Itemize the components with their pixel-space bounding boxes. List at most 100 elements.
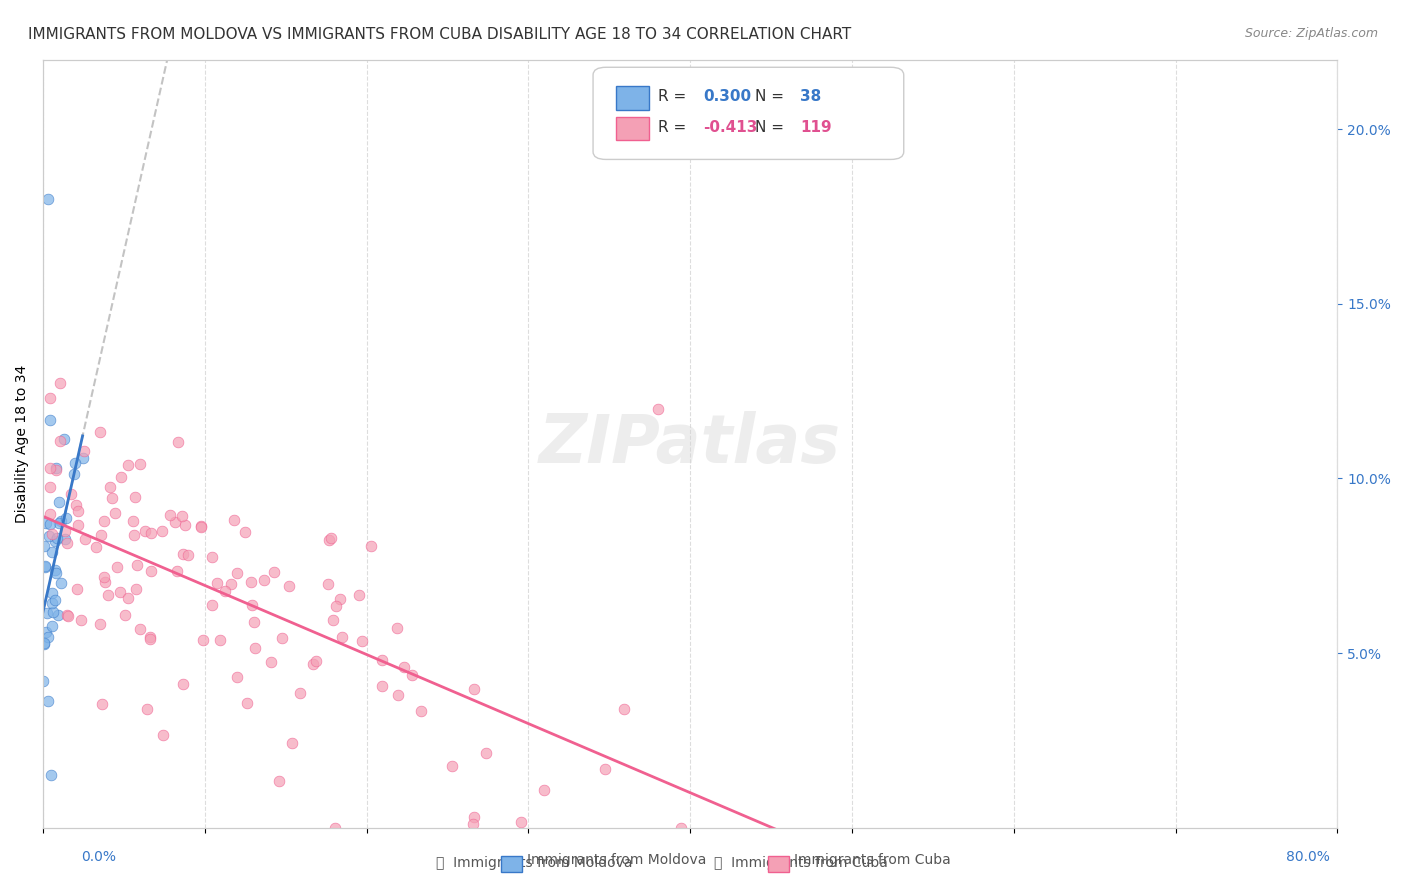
Point (63, 467, 86, 481)
Point (166, 564, 188, 578)
Text: ⬜  Immigrants from Cuba: ⬜ Immigrants from Cuba (714, 856, 889, 870)
Point (37, 694, 59, 708)
Point (104, 506, 127, 520)
Point (84, 540, 107, 554)
Point (387, 621, 409, 635)
Text: 0.0%: 0.0% (82, 850, 115, 863)
Point (34, 636, 56, 650)
Point (90, 528, 112, 542)
Point (122, 514, 145, 528)
Point (56, 607, 79, 622)
Point (260, 655, 283, 669)
Point (91, 697, 114, 711)
Text: Immigrants from Moldova: Immigrants from Moldova (527, 854, 707, 867)
Point (124, 582, 146, 596)
Point (89, 425, 111, 439)
Text: -0.413: -0.413 (703, 120, 758, 135)
Point (593, 762, 616, 776)
Point (371, 679, 394, 693)
Point (53, 432, 76, 446)
Point (240, 598, 263, 612)
Point (360, 539, 382, 553)
Point (329, 591, 352, 606)
Point (152, 728, 174, 742)
Point (98, 480, 121, 494)
Point (224, 513, 246, 527)
Point (93, 570, 115, 584)
Y-axis label: Disability Age 18 to 34: Disability Age 18 to 34 (15, 365, 30, 523)
Point (97, 588, 120, 602)
Point (225, 566, 247, 581)
Point (32, 674, 55, 689)
Point (73, 444, 96, 458)
Point (44, 563, 66, 577)
Point (190, 520, 212, 534)
Text: 119: 119 (800, 120, 832, 135)
Point (172, 547, 194, 561)
Point (271, 631, 294, 645)
Point (163, 515, 186, 529)
Point (325, 599, 347, 614)
Point (170, 508, 193, 523)
Point (352, 634, 374, 648)
Point (45, 566, 67, 580)
Point (32, 539, 55, 553)
Point (39, 507, 62, 521)
Point (290, 686, 312, 700)
Point (129, 457, 152, 471)
Text: IMMIGRANTS FROM MOLDOVA VS IMMIGRANTS FROM CUBA DISABILITY AGE 18 TO 34 CORRELAT: IMMIGRANTS FROM MOLDOVA VS IMMIGRANTS FR… (28, 27, 852, 42)
Point (138, 630, 160, 644)
Point (136, 702, 159, 716)
Point (65, 456, 87, 470)
Point (281, 736, 304, 750)
FancyBboxPatch shape (593, 67, 904, 160)
Point (39, 413, 62, 427)
Point (35, 516, 58, 531)
Point (671, 821, 693, 835)
Point (387, 688, 409, 702)
Point (318, 533, 340, 548)
Point (191, 632, 214, 647)
Text: 80.0%: 80.0% (1285, 850, 1330, 863)
Text: ⬜  Immigrants from Moldova: ⬜ Immigrants from Moldova (436, 856, 633, 870)
Point (59, 487, 82, 501)
Point (44, 593, 66, 607)
Point (219, 576, 242, 591)
Point (39, 391, 62, 405)
Point (66, 518, 89, 533)
Point (72, 450, 94, 465)
Point (41, 618, 63, 632)
Point (45, 463, 67, 477)
Point (318, 576, 340, 591)
Point (66, 582, 89, 597)
Point (214, 584, 236, 599)
Point (278, 579, 301, 593)
Point (105, 560, 128, 574)
Point (236, 696, 259, 710)
Point (48, 495, 70, 509)
Point (41, 596, 63, 610)
Point (159, 508, 181, 522)
Point (53, 532, 76, 546)
Point (56, 608, 79, 623)
Text: Immigrants from Cuba: Immigrants from Cuba (794, 854, 950, 867)
Point (39, 480, 62, 494)
Point (240, 574, 263, 589)
Point (114, 608, 136, 623)
Point (201, 549, 224, 564)
Point (263, 565, 285, 579)
Point (65, 498, 87, 512)
Point (93, 514, 115, 528)
Point (139, 525, 162, 540)
Text: R =: R = (658, 120, 690, 135)
Point (129, 622, 152, 636)
Point (110, 585, 132, 599)
Point (305, 654, 328, 668)
Point (441, 758, 464, 772)
Point (45, 461, 67, 475)
Point (302, 657, 325, 671)
Point (56, 536, 79, 550)
Point (134, 524, 156, 539)
Point (49, 434, 72, 449)
Point (349, 588, 371, 602)
